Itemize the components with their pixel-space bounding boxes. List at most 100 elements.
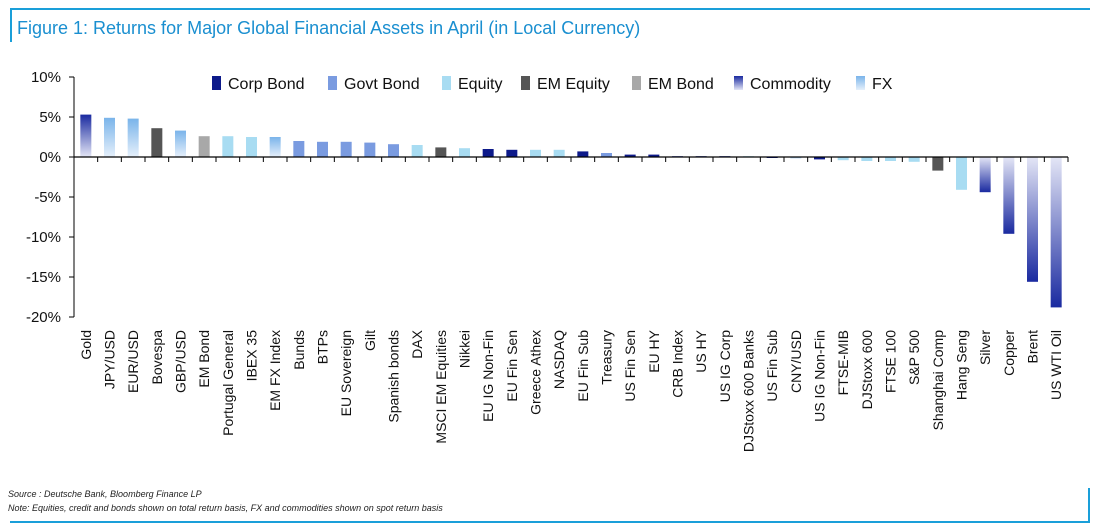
category-label: Brent bbox=[1025, 330, 1041, 364]
legend-swatch bbox=[856, 76, 865, 90]
legend-label: Corp Bond bbox=[228, 76, 305, 93]
bar bbox=[317, 141, 328, 157]
bar bbox=[293, 141, 305, 157]
category-label: Bovespa bbox=[149, 330, 165, 385]
source-note: Source : Deutsche Bank, Bloomberg Financ… bbox=[8, 489, 202, 499]
bar bbox=[364, 142, 376, 157]
category-label: S&P 500 bbox=[906, 330, 922, 385]
bar-chart: 10% 5% 0% -5% -10% -15% -20% Gold JPY/USD EUR/USD… bbox=[26, 69, 1069, 452]
legend-label: EM Equity bbox=[537, 76, 610, 93]
category-label: EU Fin Sub bbox=[575, 330, 591, 402]
category-label: DJStoxx 600 Banks bbox=[741, 330, 757, 452]
bar bbox=[648, 154, 660, 157]
bar bbox=[506, 149, 518, 157]
bar bbox=[1003, 157, 1015, 234]
legend-label: Commodity bbox=[750, 76, 831, 93]
category-label: EU Sovereign bbox=[338, 330, 354, 416]
category-label: DAX bbox=[409, 329, 425, 358]
category-label: BTPs bbox=[315, 330, 331, 364]
category-label: DJStoxx 600 bbox=[859, 330, 875, 410]
category-label: Bunds bbox=[291, 330, 307, 370]
category-label: GBP/USD bbox=[173, 330, 189, 393]
bar bbox=[553, 149, 565, 157]
frame-top-line bbox=[10, 8, 1090, 10]
category-label: Portugal General bbox=[220, 330, 236, 436]
y-tick-label: 5% bbox=[39, 109, 61, 126]
category-label: EU IG Non-Fin bbox=[480, 330, 496, 422]
category-label: US HY bbox=[693, 329, 709, 372]
category-label: IBEX 35 bbox=[244, 330, 260, 382]
bar bbox=[151, 128, 163, 157]
y-tick-label: -5% bbox=[34, 189, 61, 206]
bar bbox=[80, 114, 92, 157]
bar bbox=[482, 149, 494, 157]
frame-right-line bbox=[1088, 488, 1090, 523]
footnote: Note: Equities, credit and bonds shown o… bbox=[8, 503, 443, 513]
category-label: JPY/USD bbox=[102, 330, 118, 389]
bar bbox=[577, 151, 589, 157]
y-tick-label: -10% bbox=[26, 229, 61, 246]
bar bbox=[885, 157, 896, 161]
bar bbox=[837, 157, 849, 161]
legend-swatch bbox=[734, 76, 743, 90]
bar bbox=[127, 118, 139, 157]
category-label: CNY/USD bbox=[788, 330, 804, 393]
category-label: Nikkei bbox=[457, 330, 473, 368]
category-label: Treasury bbox=[599, 330, 615, 385]
bar bbox=[530, 149, 541, 157]
bar bbox=[340, 141, 352, 157]
bar bbox=[814, 157, 825, 160]
legend-swatch bbox=[521, 76, 530, 90]
category-label: NASDAQ bbox=[551, 330, 567, 389]
category-label: US Fin Sen bbox=[622, 330, 638, 402]
category-label: Spanish bonds bbox=[386, 330, 402, 423]
category-label: Copper bbox=[1001, 330, 1017, 376]
category-label: Shanghai Comp bbox=[930, 330, 946, 431]
bar bbox=[624, 154, 636, 157]
bar bbox=[956, 157, 967, 190]
legend-swatch bbox=[442, 76, 451, 90]
bar bbox=[790, 157, 802, 159]
category-label: CRB Index bbox=[670, 330, 686, 398]
legend-swatch bbox=[212, 76, 221, 90]
category-label: EM Bond bbox=[196, 330, 212, 388]
bar bbox=[104, 117, 115, 157]
category-label: US WTI Oil bbox=[1048, 330, 1064, 400]
category-label: Greece Athex bbox=[528, 330, 544, 415]
frame-left-line bbox=[10, 8, 12, 42]
bar bbox=[269, 137, 281, 157]
bar bbox=[601, 153, 612, 157]
bar bbox=[175, 130, 186, 157]
category-label: Silver bbox=[977, 330, 993, 365]
bar bbox=[932, 157, 944, 171]
bar bbox=[435, 147, 447, 157]
legend-label: Equity bbox=[458, 76, 502, 93]
bar bbox=[908, 157, 920, 162]
category-label: Gold bbox=[78, 330, 94, 360]
category-label: US IG Corp bbox=[717, 330, 733, 403]
category-label: EM FX Index bbox=[267, 330, 283, 411]
legend-label: Govt Bond bbox=[344, 76, 420, 93]
bar bbox=[1050, 157, 1062, 308]
bar bbox=[222, 136, 234, 157]
figure-title: Figure 1: Returns for Major Global Finan… bbox=[17, 18, 641, 38]
bar bbox=[861, 157, 873, 161]
category-label: US Fin Sub bbox=[764, 330, 780, 402]
y-tick-label: 0% bbox=[39, 149, 61, 166]
bar bbox=[246, 137, 257, 157]
legend-label: EM Bond bbox=[648, 76, 714, 93]
category-label: EU Fin Sen bbox=[504, 330, 520, 402]
bar bbox=[459, 148, 470, 157]
y-tick-label: -15% bbox=[26, 269, 61, 286]
legend-label: FX bbox=[872, 76, 893, 93]
bar bbox=[388, 144, 399, 157]
category-label: US IG Non-Fin bbox=[812, 330, 828, 422]
bar bbox=[1027, 157, 1038, 282]
category-label: FTSE 100 bbox=[883, 330, 899, 393]
category-label: FTSE-MIB bbox=[835, 330, 851, 395]
bar bbox=[198, 136, 210, 157]
legend-swatch bbox=[632, 76, 641, 90]
legend-swatch bbox=[328, 76, 337, 90]
y-tick-label: 10% bbox=[31, 69, 61, 86]
category-label: EU HY bbox=[646, 329, 662, 372]
